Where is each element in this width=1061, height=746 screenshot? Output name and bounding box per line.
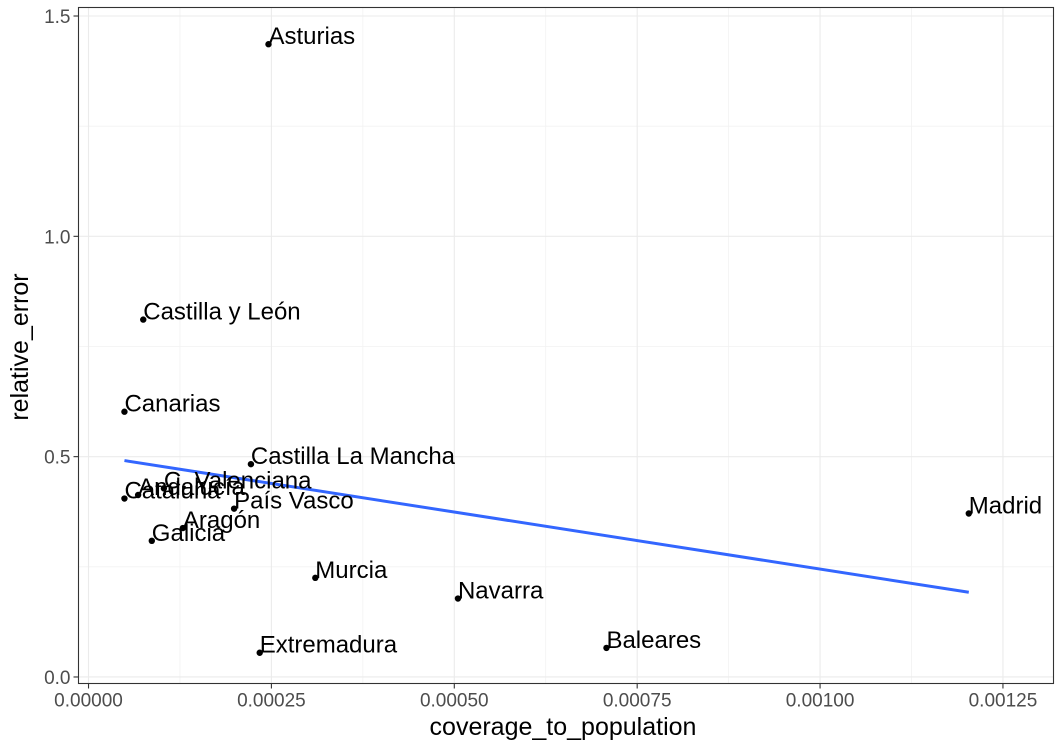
point-label: Cataluña	[124, 478, 221, 505]
plot-panel-border	[77, 6, 1055, 685]
data-point	[134, 491, 142, 499]
data-point	[148, 537, 156, 545]
major-gridlines	[78, 7, 1054, 684]
point-label: Madrid	[969, 492, 1042, 519]
linear-trend-line	[124, 459, 970, 594]
point-label: Aragón	[183, 507, 260, 534]
y-axis-ticks: 0.0 0.5 1.0 1.5	[44, 7, 79, 689]
data-point	[454, 595, 462, 602]
point-label: Galicia	[152, 520, 226, 547]
data-point	[230, 505, 238, 512]
data-point	[247, 460, 255, 468]
y-tick-label: 1.5	[44, 7, 70, 28]
data-point	[121, 495, 128, 502]
data-point	[140, 316, 147, 323]
y-axis-title: relative_error	[6, 273, 34, 420]
y-tick-label: 1.0	[44, 227, 70, 248]
data-point	[603, 644, 610, 652]
point-label: Canarias	[124, 391, 220, 418]
point-label: Navarra	[458, 578, 544, 605]
x-axis-ticks: 0.00000 0.00025 0.00050 0.00075 0.00100 0.001…	[54, 683, 1038, 712]
x-tick-label: 0.00125	[969, 691, 1038, 712]
data-point	[121, 408, 128, 415]
plot-panel-background	[78, 7, 1054, 684]
trend-line-layer	[124, 459, 970, 594]
point-label: País Vasco	[234, 488, 354, 515]
point-label: Asturias	[268, 23, 355, 50]
point-label: Castilla La Mancha	[251, 443, 456, 470]
point-labels-layer: Asturias Castilla y León Canarias Castilla …	[124, 23, 1042, 659]
data-point	[312, 574, 319, 582]
minor-gridlines	[78, 7, 1054, 684]
data-point	[965, 510, 972, 517]
point-label: Murcia	[315, 557, 388, 584]
data-point	[265, 41, 272, 48]
y-tick-label: 0.5	[44, 448, 70, 469]
data-point	[256, 649, 263, 656]
x-axis-title: coverage_to_population	[430, 713, 697, 741]
data-points-layer	[121, 41, 972, 656]
point-label: Extremadura	[260, 632, 398, 659]
x-tick-label: 0.00025	[237, 691, 306, 712]
y-tick-label: 0.0	[44, 668, 70, 689]
x-tick-label: 0.00050	[420, 691, 489, 712]
data-point	[160, 485, 168, 492]
point-label: Castilla y León	[143, 299, 300, 326]
x-tick-label: 0.00075	[603, 691, 672, 712]
point-label: C. Valenciana	[164, 467, 312, 494]
data-point	[179, 524, 187, 532]
point-label: Andalucía	[138, 474, 245, 501]
x-tick-label: 0.00000	[54, 691, 123, 712]
point-label: Baleares	[606, 627, 701, 654]
x-tick-label: 0.00100	[786, 691, 855, 712]
